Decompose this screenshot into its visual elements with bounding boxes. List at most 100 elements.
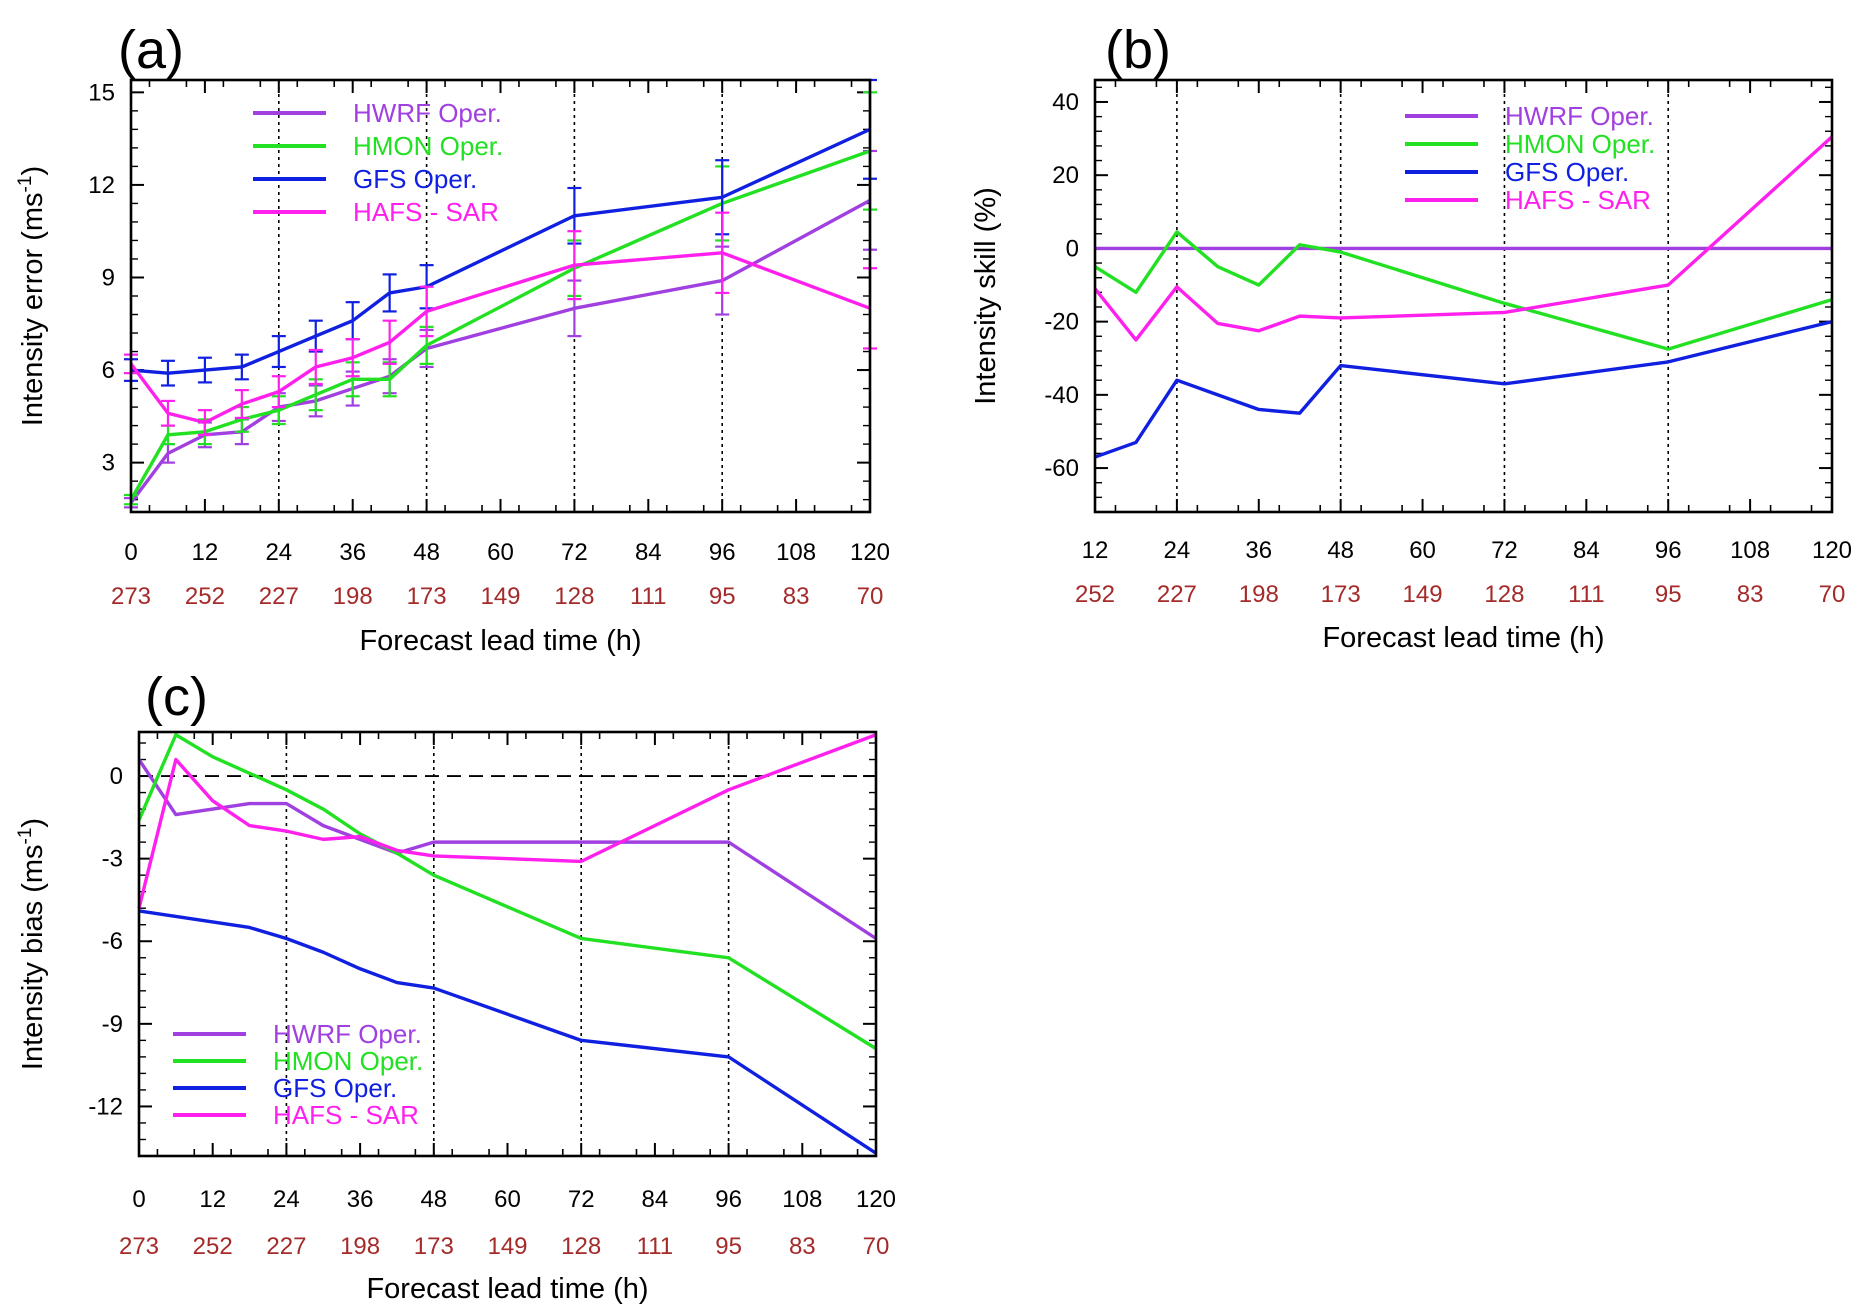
sample-count-label: 70 [1819,581,1846,608]
sample-count-label: 111 [1568,581,1604,608]
sample-count-label: 149 [480,583,520,610]
sample-count-label: 83 [789,1233,816,1260]
x-tick-label: 120 [1812,537,1852,564]
x-tick-label: 60 [1409,537,1436,564]
x-tick-label: 48 [1327,537,1354,564]
sample-count-label: 95 [1655,581,1682,608]
legend-label: HWRF Oper. [273,1019,422,1049]
y-tick-label: -9 [102,1011,123,1038]
y-axis-title-main: Intensity error (ms [17,192,49,426]
sample-count-label: 149 [1403,581,1443,608]
y-tick-label: 20 [1052,162,1079,189]
sample-count-label: 173 [1321,581,1361,608]
sample-count-label: 83 [1737,581,1764,608]
series-line-gfs-oper [138,909,877,1155]
y-tick-label: 12 [88,172,115,199]
legend-label: HMON Oper. [1505,129,1655,159]
x-tick-label: 72 [561,539,588,566]
y-tick-label: 40 [1052,89,1079,116]
panel-label: (c) [145,667,208,727]
x-tick-label: 84 [642,1186,669,1213]
sample-count-label: 111 [630,583,666,610]
legend-label: HAFS - SAR [273,1100,419,1130]
legend-label: HWRF Oper. [1505,101,1654,131]
y-axis-title-main: Intensity bias (ms [17,844,49,1070]
sample-count-label: 227 [259,583,299,610]
y-tick-label: -60 [1044,455,1079,482]
sample-count-label: 95 [715,1233,742,1260]
plot-frame [1093,78,1834,514]
x-tick-label: 84 [635,539,662,566]
panel-b: (b) 12 252 24 227 36 198 48 173 60 149 72 128 84 111 96… [970,20,1852,654]
y-tick-label: -12 [88,1093,123,1120]
sample-count-label: 70 [857,583,884,610]
y-tick-label: 15 [88,79,115,106]
sample-count-label: 273 [119,1233,159,1260]
y-tick-label: -6 [102,928,123,955]
x-tick-label: 96 [1655,537,1682,564]
y-tick-label: 6 [102,357,115,384]
legend-label: HAFS - SAR [353,197,499,227]
sample-count-label: 198 [340,1233,380,1260]
sample-count-label: 252 [193,1233,233,1260]
x-tick-label: 72 [1491,537,1518,564]
sample-count-label: 252 [185,583,225,610]
y-axis-title: Intensity bias (ms-1) [15,818,49,1070]
sample-count-label: 149 [487,1233,527,1260]
x-axis-title: Forecast lead time (h) [359,625,641,657]
series-line-hafs-sar [1093,135,1834,342]
x-tick-label: 96 [715,1186,742,1213]
panel-label: (a) [118,20,184,80]
sample-count-label: 198 [333,583,373,610]
y-axis-title-superscript: -1 [15,828,36,845]
sample-count-label: 70 [863,1233,890,1260]
series-line-hafs-sar [137,733,877,909]
x-tick-label: 60 [494,1186,521,1213]
series-line-hwrf-oper [137,758,877,940]
legend-label: HMON Oper. [353,131,503,161]
series-line-hmon-oper [129,149,871,501]
panel-a: (a)0273122522422736198481736014972128841… [15,20,890,657]
x-tick-label: 36 [339,539,366,566]
plot-frame [129,78,872,514]
x-tick-label: 24 [1164,537,1191,564]
series-line-hwrf-oper [129,198,871,504]
y-axis-title-close: ) [17,166,49,176]
x-tick-label: 36 [347,1186,374,1213]
legend-label: HMON Oper. [273,1046,423,1076]
panel-label: (b) [1105,20,1171,80]
series-line-hafs-sar [129,251,871,425]
sample-count-label: 227 [266,1233,306,1260]
x-tick-label: 12 [199,1186,226,1213]
y-tick-label: 9 [102,264,115,291]
sample-count-label: 128 [554,583,594,610]
sample-count-label: 128 [561,1233,601,1260]
y-axis-title: Intensity skill (%) [970,187,1002,405]
sample-count-label: 273 [111,583,151,610]
sample-count-label: 173 [407,583,447,610]
y-axis-title-close: ) [17,818,49,828]
x-tick-label: 48 [420,1186,447,1213]
legend-label: GFS Oper. [353,164,477,194]
y-tick-label: 0 [1066,235,1079,262]
x-tick-label: 120 [856,1186,896,1213]
x-tick-label: 36 [1245,537,1272,564]
series-line-hmon-oper [137,733,877,1051]
series-line-gfs-oper [130,127,871,375]
sample-count-label: 252 [1075,581,1115,608]
x-tick-label: 0 [124,539,137,566]
sample-count-label: 111 [637,1233,673,1260]
x-tick-label: 0 [132,1186,145,1213]
x-tick-label: 120 [850,539,890,566]
legend-label: GFS Oper. [1505,157,1629,187]
y-tick-label: -20 [1044,309,1079,336]
y-tick-label: -40 [1044,382,1079,409]
sample-count-label: 83 [783,583,810,610]
legend-label: GFS Oper. [273,1073,397,1103]
legend-label: HWRF Oper. [353,98,502,128]
x-tick-label: 84 [1573,537,1600,564]
x-tick-label: 12 [1082,537,1109,564]
x-axis-title: Forecast lead time (h) [1322,622,1604,654]
x-tick-label: 24 [273,1186,300,1213]
y-tick-label: -3 [102,846,123,873]
